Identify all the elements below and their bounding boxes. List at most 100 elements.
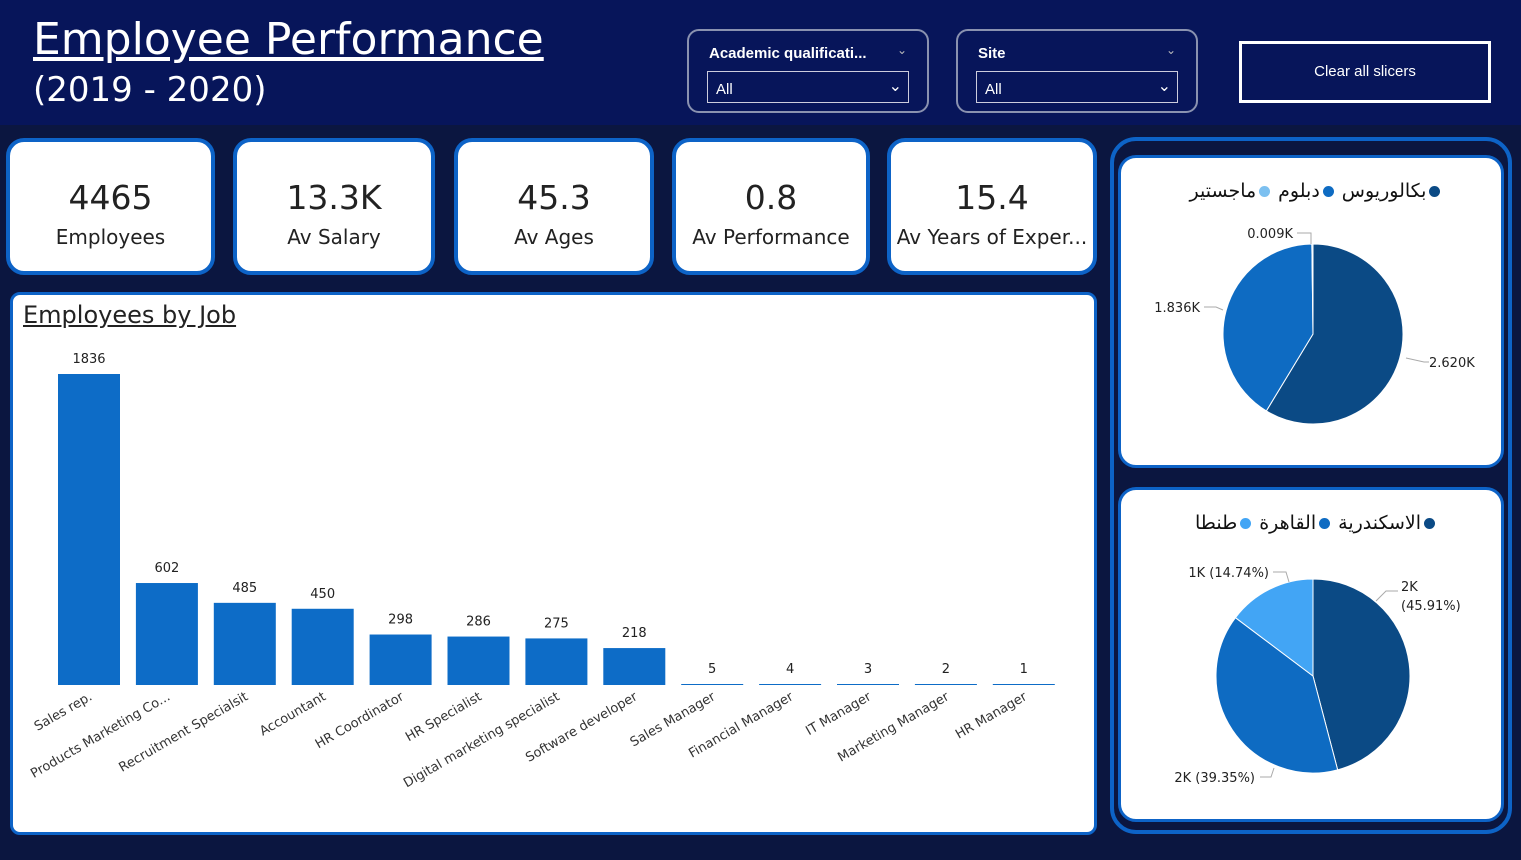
data-label: 1836 xyxy=(72,352,105,367)
kpi-value: 0.8 xyxy=(744,178,798,217)
data-label: 450 xyxy=(310,587,335,602)
pie-slice xyxy=(1215,617,1339,774)
leader-line xyxy=(1273,571,1290,583)
bar xyxy=(525,638,588,685)
x-tick-label: Products Marketing Co... xyxy=(28,689,173,781)
kpi-performance: 0.8 Av Performance xyxy=(672,138,870,275)
x-tick-label: IT Manager xyxy=(803,689,874,739)
legend-dot xyxy=(1429,186,1441,197)
legend-label: دبلوم xyxy=(1278,180,1320,202)
bar xyxy=(681,684,744,685)
kpi-label: Employees xyxy=(55,225,166,249)
bar xyxy=(914,684,977,685)
page-subtitle: (2019 - 2020) xyxy=(33,70,267,110)
data-label: 1.836K xyxy=(1154,301,1200,316)
data-label: 0.009K xyxy=(1247,227,1293,242)
bar xyxy=(291,608,354,685)
legend-dot xyxy=(1319,518,1331,529)
leader-line xyxy=(1204,306,1224,311)
legend-item[interactable]: القاهرة xyxy=(1259,512,1331,534)
kpi-label: Av Salary xyxy=(287,225,381,249)
legend-dot xyxy=(1240,518,1252,529)
legend: الاسكندرية القاهرة طنطا xyxy=(1121,512,1501,534)
data-label: 2K (39.35%) xyxy=(1174,771,1255,786)
site-slicer: Site ⌄ All ⌄ xyxy=(956,29,1198,113)
site-dropdown[interactable]: All ⌄ xyxy=(976,71,1178,103)
data-label: 2.620K xyxy=(1429,356,1475,371)
academic-qualification-dropdown[interactable]: All ⌄ xyxy=(707,71,909,103)
slicer-label: Site xyxy=(978,45,1006,62)
bar xyxy=(213,602,276,685)
pie-slice xyxy=(1234,578,1314,678)
kpi-value: 4465 xyxy=(68,178,153,217)
bar xyxy=(369,634,432,685)
data-label: 485 xyxy=(232,581,257,596)
bar xyxy=(759,684,822,685)
kpi-experience: 15.4 Av Years of Exper... xyxy=(887,138,1097,275)
legend: بكالوريوس دبلوم ماجستير xyxy=(1121,180,1501,202)
legend-label: بكالوريوس xyxy=(1341,180,1427,202)
data-label: 3 xyxy=(864,662,872,677)
data-label: 298 xyxy=(388,613,413,628)
x-tick-label: Recruitment Specialsit xyxy=(117,689,251,775)
x-tick-label: HR Coordinator xyxy=(313,689,407,752)
bar xyxy=(837,684,899,685)
chevron-down-icon[interactable]: ⌄ xyxy=(896,43,907,57)
dropdown-value: All xyxy=(985,81,1002,98)
pie-slice xyxy=(1311,243,1314,335)
employees-by-job-panel: Employees by Job 1836 Sales rep. 602 Produc… xyxy=(10,292,1097,835)
slicer-label: Academic qualificati... xyxy=(709,45,867,62)
x-tick-label: HR Manager xyxy=(953,689,1030,742)
data-label: 2 xyxy=(942,662,950,677)
academic-qualification-slicer: Academic qualificati... ⌄ All ⌄ xyxy=(687,29,929,113)
qualification-pie-chart: 2.620K 1.836K 0.009K xyxy=(1154,227,1475,425)
data-label: 5 xyxy=(708,662,716,677)
page-title: Employee Performance xyxy=(33,14,544,65)
data-label: (45.91%) xyxy=(1401,599,1461,614)
legend-item[interactable]: بكالوريوس xyxy=(1342,180,1441,202)
bar xyxy=(992,684,1055,685)
x-tick-label: Sales rep. xyxy=(32,689,95,734)
legend-dot xyxy=(1424,518,1436,529)
data-label: 286 xyxy=(466,615,491,630)
data-label: 1K (14.74%) xyxy=(1188,566,1269,581)
data-label: 4 xyxy=(786,662,794,677)
leader-line xyxy=(1260,767,1275,778)
kpi-label: Av Performance xyxy=(692,225,850,249)
bar xyxy=(447,636,510,685)
kpi-value: 45.3 xyxy=(517,178,591,217)
leader-line xyxy=(1297,232,1312,244)
chevron-down-icon[interactable]: ⌄ xyxy=(1165,43,1176,57)
legend-item[interactable]: ماجستير xyxy=(1190,180,1271,202)
data-label: 218 xyxy=(622,626,647,641)
chevron-down-icon: ⌄ xyxy=(1157,78,1171,95)
leader-line xyxy=(1375,590,1398,602)
legend-dot xyxy=(1322,186,1334,197)
qualification-pie-panel: بكالوريوس دبلوم ماجستير 2.620K 1.836K 0.009K xyxy=(1118,155,1504,468)
pie-slice xyxy=(1312,578,1411,771)
site-pie-chart: 2K (45.91%) 2K (39.35%) 1K (14.74%) xyxy=(1174,566,1461,786)
pie-slice xyxy=(1265,243,1404,425)
kpi-value: 13.3K xyxy=(286,178,382,217)
chart-title: Employees by Job xyxy=(23,301,237,329)
clear-all-slicers-button[interactable]: Clear all slicers xyxy=(1239,41,1491,103)
legend-item[interactable]: طنطا xyxy=(1194,512,1252,534)
data-label: 1 xyxy=(1020,662,1028,677)
legend-label: طنطا xyxy=(1194,512,1238,534)
legend-item[interactable]: دبلوم xyxy=(1278,180,1334,202)
bar xyxy=(135,583,198,685)
x-tick-label: Accountant xyxy=(257,689,328,739)
site-pie-panel: الاسكندرية القاهرة طنطا 2K (45.91%) 2K (39.3… xyxy=(1118,487,1504,822)
legend-label: الاسكندرية xyxy=(1338,512,1422,534)
legend-dot xyxy=(1259,186,1271,197)
x-tick-label: Digital marketing specialist xyxy=(401,689,562,791)
pie-container xyxy=(1110,137,1512,834)
kpi-value: 15.4 xyxy=(955,178,1029,217)
chevron-down-icon: ⌄ xyxy=(888,78,902,95)
dropdown-value: All xyxy=(716,81,733,98)
bar-chart: 1836 Sales rep. 602 Products Marketing Co..… xyxy=(28,352,1055,791)
kpi-employees: 4465 Employees xyxy=(6,138,215,275)
legend-item[interactable]: الاسكندرية xyxy=(1338,512,1436,534)
bar xyxy=(58,374,120,685)
kpi-salary: 13.3K Av Salary xyxy=(233,138,435,275)
